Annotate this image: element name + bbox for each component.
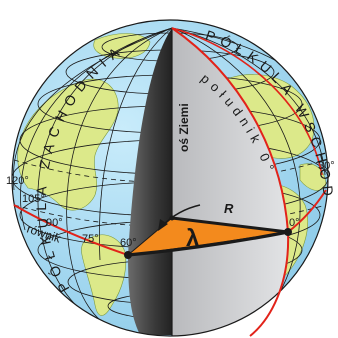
lon-label-105: 105°: [22, 193, 45, 205]
angle-arrowhead: [158, 219, 168, 231]
longitude-symbol: λ: [186, 225, 199, 252]
globe-body: [12, 20, 328, 336]
equator-line: [13, 204, 129, 256]
lon-label-30-edge: 30°: [318, 160, 335, 172]
center-point: [169, 215, 175, 221]
cut-shadow-face: [128, 28, 172, 335]
lon-label-90: 90°: [46, 217, 63, 229]
radius-label: R: [224, 201, 234, 216]
cut-meridian-face: [172, 28, 289, 336]
outer-meridian-line: [171, 27, 323, 176]
axis-label: oś Ziemi: [177, 103, 191, 152]
prime-meridian-line: [171, 27, 290, 337]
radius-line-a: [171, 216, 289, 234]
lon-label-120: 120°: [6, 175, 29, 187]
equator-arc: [127, 230, 289, 257]
equator-line-east: [287, 189, 327, 233]
globe-outline: [11, 19, 329, 337]
lon-label-60: 60°: [120, 237, 137, 249]
lon-label-0: 0°: [289, 217, 300, 229]
point-0: [284, 228, 292, 236]
lon-label-75: 75°: [82, 233, 99, 245]
point-60: [124, 251, 132, 259]
longitude-labels: 120° 105° 90° 75° 60° 0° 30°: [6, 160, 335, 249]
